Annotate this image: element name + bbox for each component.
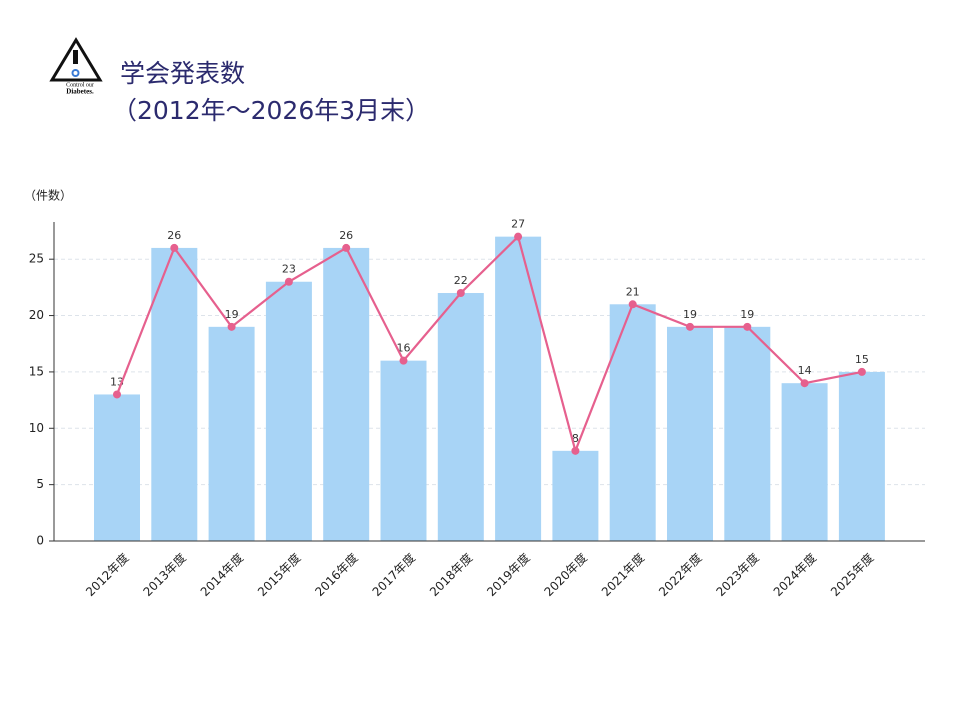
y-axis-label: （件数） [24, 188, 72, 203]
line [115, 234, 863, 455]
x-tick-label: 2017年度 [369, 550, 418, 599]
line-point [514, 232, 523, 241]
data-label: 19 [683, 308, 697, 321]
x-tick-label: 2018年度 [426, 550, 475, 599]
data-label: 19 [225, 308, 239, 321]
y-tick-label: 0 [36, 534, 44, 548]
x-tick-label: 2020年度 [541, 550, 590, 599]
bar [437, 293, 484, 541]
line-point [800, 379, 809, 388]
x-tick-label: 2016年度 [312, 550, 361, 599]
bar [724, 326, 771, 541]
bar [838, 371, 885, 541]
line-point [284, 277, 293, 286]
bar [667, 326, 713, 541]
bar [323, 247, 370, 542]
x-tick-label: 2014年度 [197, 550, 246, 599]
chart-subtitle: （2012年～2026年3月末） [112, 96, 430, 125]
y-tick-label: 10 [29, 421, 44, 435]
bar [208, 326, 255, 541]
line-point [399, 356, 408, 365]
data-label: 15 [855, 353, 869, 366]
data-label: 26 [167, 229, 181, 242]
y-tick-label: 15 [29, 364, 44, 378]
x-tick-label: 2023年度 [713, 550, 762, 599]
line-point [113, 390, 121, 399]
bar [781, 383, 828, 541]
bar [380, 360, 427, 541]
x-tick-label: 2013年度 [140, 550, 189, 599]
logo-text: Diabetes. [66, 88, 94, 96]
x-tick-label: 2012年度 [82, 550, 131, 599]
data-label: 21 [626, 285, 640, 298]
logo-triangle [49, 37, 103, 82]
y-tick-label: 5 [36, 477, 44, 491]
bar [94, 394, 140, 541]
line-point [857, 367, 866, 376]
x-tick-label: 2022年度 [655, 550, 704, 599]
bar [495, 236, 542, 541]
line-point [571, 446, 580, 455]
line-point [170, 243, 179, 252]
y-tick-label: 20 [29, 308, 44, 322]
data-label: 19 [740, 308, 754, 321]
logo: Control our Diabetes. [49, 37, 103, 96]
bar [265, 281, 312, 541]
data-label: 23 [282, 263, 296, 276]
chart-title: 学会発表数 [120, 59, 245, 88]
logo-text: Control our [66, 82, 94, 88]
x-tick-label: 2025年度 [827, 550, 876, 599]
bar [609, 304, 656, 541]
data-label: 26 [339, 229, 353, 242]
data-label: 8 [572, 432, 579, 445]
bar [151, 247, 198, 542]
data-label: 22 [454, 274, 468, 287]
x-tick-label: 2019年度 [484, 550, 533, 599]
logo-dot [71, 69, 80, 77]
line-point [686, 322, 694, 331]
data-label: 14 [798, 364, 812, 377]
line-point [628, 300, 637, 309]
bar [552, 450, 599, 541]
line-point [743, 322, 752, 331]
data-label: 27 [511, 218, 525, 231]
y-tick-label: 25 [29, 252, 44, 266]
x-tick-label: 2021年度 [598, 550, 647, 599]
logo-mark [73, 50, 78, 64]
line-point [342, 243, 351, 252]
line-point [227, 322, 236, 331]
x-tick-label: 2015年度 [254, 550, 303, 599]
x-tick-label: 2024年度 [770, 550, 819, 599]
line-point [456, 289, 465, 298]
